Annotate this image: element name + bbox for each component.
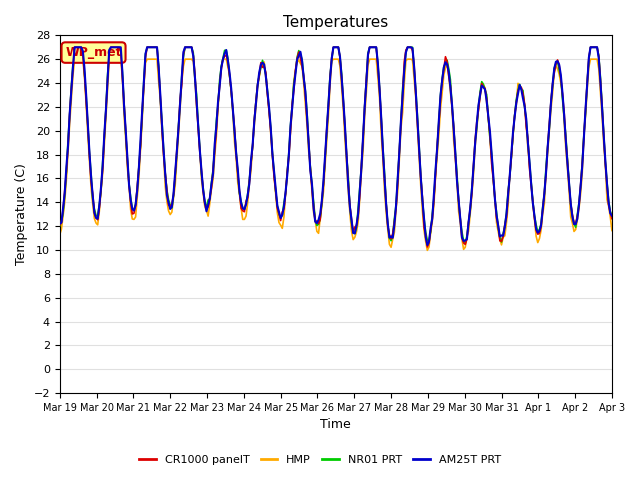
CR1000 panelT <box>63 169 70 175</box>
CR1000 panelT <box>511 112 518 118</box>
CR1000 panelT <box>180 51 188 57</box>
HMP <box>511 113 518 119</box>
Line: HMP: HMP <box>60 59 612 251</box>
AM25T PRT <box>511 114 518 120</box>
NR01 PRT <box>511 112 518 118</box>
CR1000 panelT <box>223 52 230 58</box>
HMP <box>424 248 431 253</box>
AM25T PRT <box>56 221 63 227</box>
Legend: CR1000 panelT, HMP, NR01 PRT, AM25T PRT: CR1000 panelT, HMP, NR01 PRT, AM25T PRT <box>135 451 505 469</box>
Line: CR1000 panelT: CR1000 panelT <box>60 47 612 247</box>
AM25T PRT <box>518 86 525 92</box>
HMP <box>71 56 79 62</box>
AM25T PRT <box>367 44 375 50</box>
AM25T PRT <box>71 44 79 50</box>
CR1000 panelT <box>608 216 616 222</box>
HMP <box>63 177 70 183</box>
CR1000 panelT <box>424 244 431 250</box>
AM25T PRT <box>63 164 70 170</box>
HMP <box>56 232 63 238</box>
AM25T PRT <box>223 47 230 53</box>
CR1000 panelT <box>56 222 63 228</box>
NR01 PRT <box>72 44 80 50</box>
NR01 PRT <box>461 240 469 246</box>
CR1000 panelT <box>367 44 375 50</box>
HMP <box>180 63 188 69</box>
NR01 PRT <box>608 213 616 218</box>
NR01 PRT <box>63 170 70 176</box>
HMP <box>367 56 375 62</box>
AM25T PRT <box>608 213 616 218</box>
AM25T PRT <box>424 242 431 248</box>
NR01 PRT <box>56 223 63 228</box>
NR01 PRT <box>518 87 525 93</box>
CR1000 panelT <box>71 44 79 50</box>
NR01 PRT <box>180 54 188 60</box>
Line: NR01 PRT: NR01 PRT <box>60 47 612 243</box>
CR1000 panelT <box>518 84 525 90</box>
HMP <box>223 56 230 62</box>
Title: Temperatures: Temperatures <box>284 15 388 30</box>
HMP <box>608 228 616 233</box>
AM25T PRT <box>180 49 188 55</box>
NR01 PRT <box>223 48 230 53</box>
Line: AM25T PRT: AM25T PRT <box>60 47 612 245</box>
HMP <box>518 84 525 90</box>
NR01 PRT <box>367 44 375 50</box>
X-axis label: Time: Time <box>321 419 351 432</box>
Text: WP_met: WP_met <box>65 46 122 59</box>
Y-axis label: Temperature (C): Temperature (C) <box>15 163 28 265</box>
